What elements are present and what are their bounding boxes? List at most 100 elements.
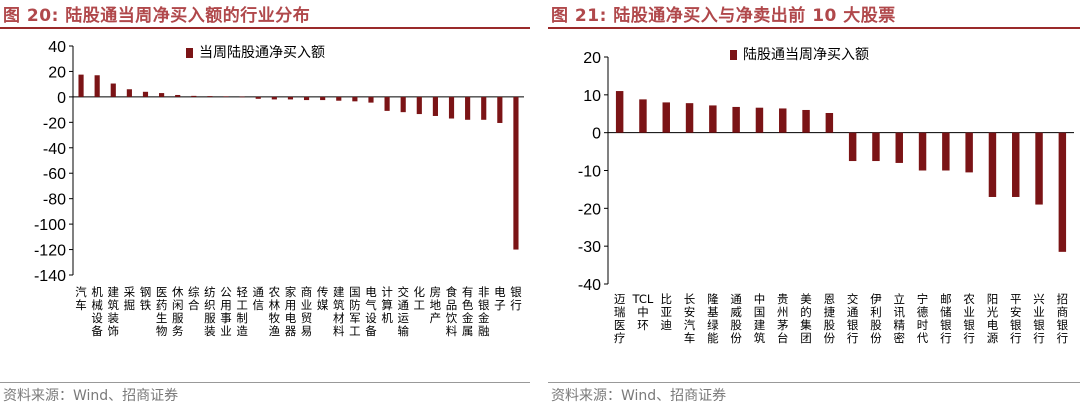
x-tick-label: 备 (365, 324, 377, 338)
bar (965, 132, 973, 173)
x-tick-label: 食 (446, 285, 458, 299)
y-tick-label: -10 (578, 164, 601, 181)
bar (513, 96, 519, 250)
x-tick-label: 密 (894, 331, 906, 345)
bar (320, 96, 326, 101)
x-tick-label: 中 (754, 292, 766, 306)
bar (191, 95, 197, 97)
x-tick-label: 光 (987, 305, 999, 319)
source-note: 资料来源：Wind、招商证券 (3, 388, 179, 404)
x-tick-label: 银 (940, 318, 952, 332)
x-tick-label: 利 (870, 305, 882, 319)
bar (271, 96, 277, 100)
x-tick-label: 铁 (140, 298, 152, 312)
bar (1058, 132, 1067, 252)
x-tick-label: 银 (963, 318, 975, 332)
x-tick-label: 牧 (269, 311, 281, 325)
bar (662, 102, 670, 133)
x-tick-label: 兴 (1033, 292, 1045, 306)
x-tick-label: 汽 (75, 285, 87, 299)
x-tick-label: 建 (108, 285, 120, 299)
x-tick-label: 银 (510, 285, 522, 299)
x-tick-label: 筑 (333, 298, 345, 312)
x-tick-label: 份 (730, 331, 742, 345)
x-tick-label: 子 (494, 298, 506, 312)
x-tick-label: 电 (987, 318, 999, 332)
x-tick-label: 威 (730, 305, 742, 319)
x-tick-label: 交 (847, 292, 859, 306)
x-tick-label: 环 (637, 318, 649, 332)
x-tick-label: 中 (637, 305, 649, 319)
bar (368, 96, 374, 103)
x-tick-label: 邮 (940, 292, 952, 306)
x-tick-label: 制 (236, 311, 248, 325)
x-tick-label: 电 (285, 311, 297, 325)
x-tick-label: 电 (494, 285, 506, 299)
x-tick-label: 平 (1010, 292, 1022, 306)
bar (175, 94, 181, 97)
x-tick-label: 轻 (236, 285, 248, 299)
x-tick-label: 精 (894, 318, 906, 332)
x-tick-label: 份 (824, 331, 836, 345)
x-tick-label: 州 (777, 305, 789, 319)
x-tick-label: 计 (381, 285, 393, 299)
bar-chart: 20100-10-20-30-40迈瑞医疗TCL中环比亚迪长安汽车隆基绿能通威股… (578, 47, 1074, 345)
x-tick-label: 建 (333, 285, 345, 299)
x-tick-label: 金 (462, 311, 474, 325)
bar (685, 103, 694, 133)
bar (918, 132, 927, 171)
y-tick-label: 40 (48, 39, 66, 56)
x-tick-label: 渔 (269, 324, 281, 338)
x-tick-label: 工 (349, 324, 361, 338)
y-tick-label: 20 (583, 50, 601, 67)
x-tick-label: 车 (75, 298, 87, 312)
bar (942, 132, 950, 171)
x-tick-label: 传 (317, 285, 329, 299)
x-tick-label: 械 (91, 298, 103, 312)
bar (1012, 132, 1020, 197)
x-tick-label: 钢 (140, 285, 152, 299)
x-tick-label: 金 (478, 311, 490, 325)
x-tick-label: 农 (269, 285, 281, 299)
y-tick-label: 10 (583, 88, 601, 105)
x-tick-label: 业 (301, 298, 313, 312)
bar (400, 96, 406, 113)
x-tick-label: 造 (236, 324, 248, 338)
x-tick-label: 国 (754, 305, 766, 319)
bar (287, 96, 294, 100)
x-tick-label: 隆 (707, 292, 719, 306)
x-tick-label: 贵 (777, 292, 789, 306)
x-tick-label: 饰 (108, 324, 120, 338)
x-tick-label: 国 (349, 285, 361, 299)
x-tick-label: 通 (397, 298, 409, 312)
legend-swatch (730, 50, 737, 60)
x-tick-label: 行 (940, 331, 952, 345)
x-tick-label: 银 (478, 298, 490, 312)
x-tick-label: 德 (917, 305, 929, 319)
x-tick-label: 迈 (614, 292, 626, 306)
x-tick-label: 银 (1033, 318, 1045, 332)
x-tick-label: 基 (707, 305, 719, 319)
x-tick-label: 务 (172, 324, 184, 338)
bar (110, 83, 116, 97)
bar (639, 99, 647, 133)
x-tick-label: 的 (800, 305, 812, 319)
y-tick-label: -100 (34, 217, 66, 234)
x-tick-label: 林 (269, 298, 281, 312)
bar (448, 96, 455, 119)
x-tick-label: 讯 (894, 305, 906, 319)
bar (779, 108, 787, 133)
bar (481, 96, 487, 120)
x-tick-label: 房 (430, 285, 442, 299)
y-tick-label: -140 (34, 268, 66, 285)
x-tick-label: 纺 (204, 285, 216, 299)
chart-panel-right: 图 21: 陆股通净买入与净卖出前 10 大股票 20 10 0 -10 -20 -30 -… (548, 0, 1080, 407)
x-tick-label: 通 (847, 305, 859, 319)
x-tick-label: 媒 (317, 298, 329, 312)
x-tick-label: 份 (870, 331, 882, 345)
chart-panel-left: 图 20: 陆股通当周净买入额的行业分布 40 20 0 -20 -40 -60 -80 -1… (0, 0, 530, 407)
x-tick-label: 宁 (917, 292, 929, 306)
x-tick-label: 行 (1057, 331, 1069, 345)
x-tick-label: 工 (414, 298, 426, 312)
x-tick-label: 服 (204, 311, 216, 325)
